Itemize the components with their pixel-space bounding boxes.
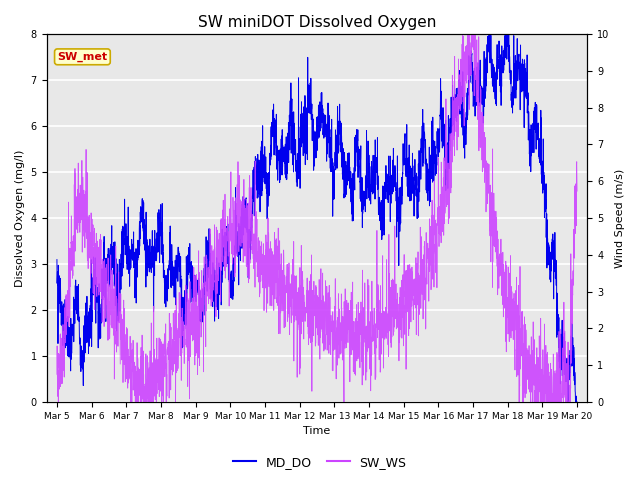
Y-axis label: Dissolved Oxygen (mg/l): Dissolved Oxygen (mg/l) (15, 149, 25, 287)
Title: SW miniDOT Dissolved Oxygen: SW miniDOT Dissolved Oxygen (198, 15, 436, 30)
Y-axis label: Wind Speed (m/s): Wind Speed (m/s) (615, 168, 625, 267)
Legend: MD_DO, SW_WS: MD_DO, SW_WS (228, 451, 412, 474)
X-axis label: Time: Time (303, 426, 331, 436)
Text: SW_met: SW_met (58, 52, 108, 62)
